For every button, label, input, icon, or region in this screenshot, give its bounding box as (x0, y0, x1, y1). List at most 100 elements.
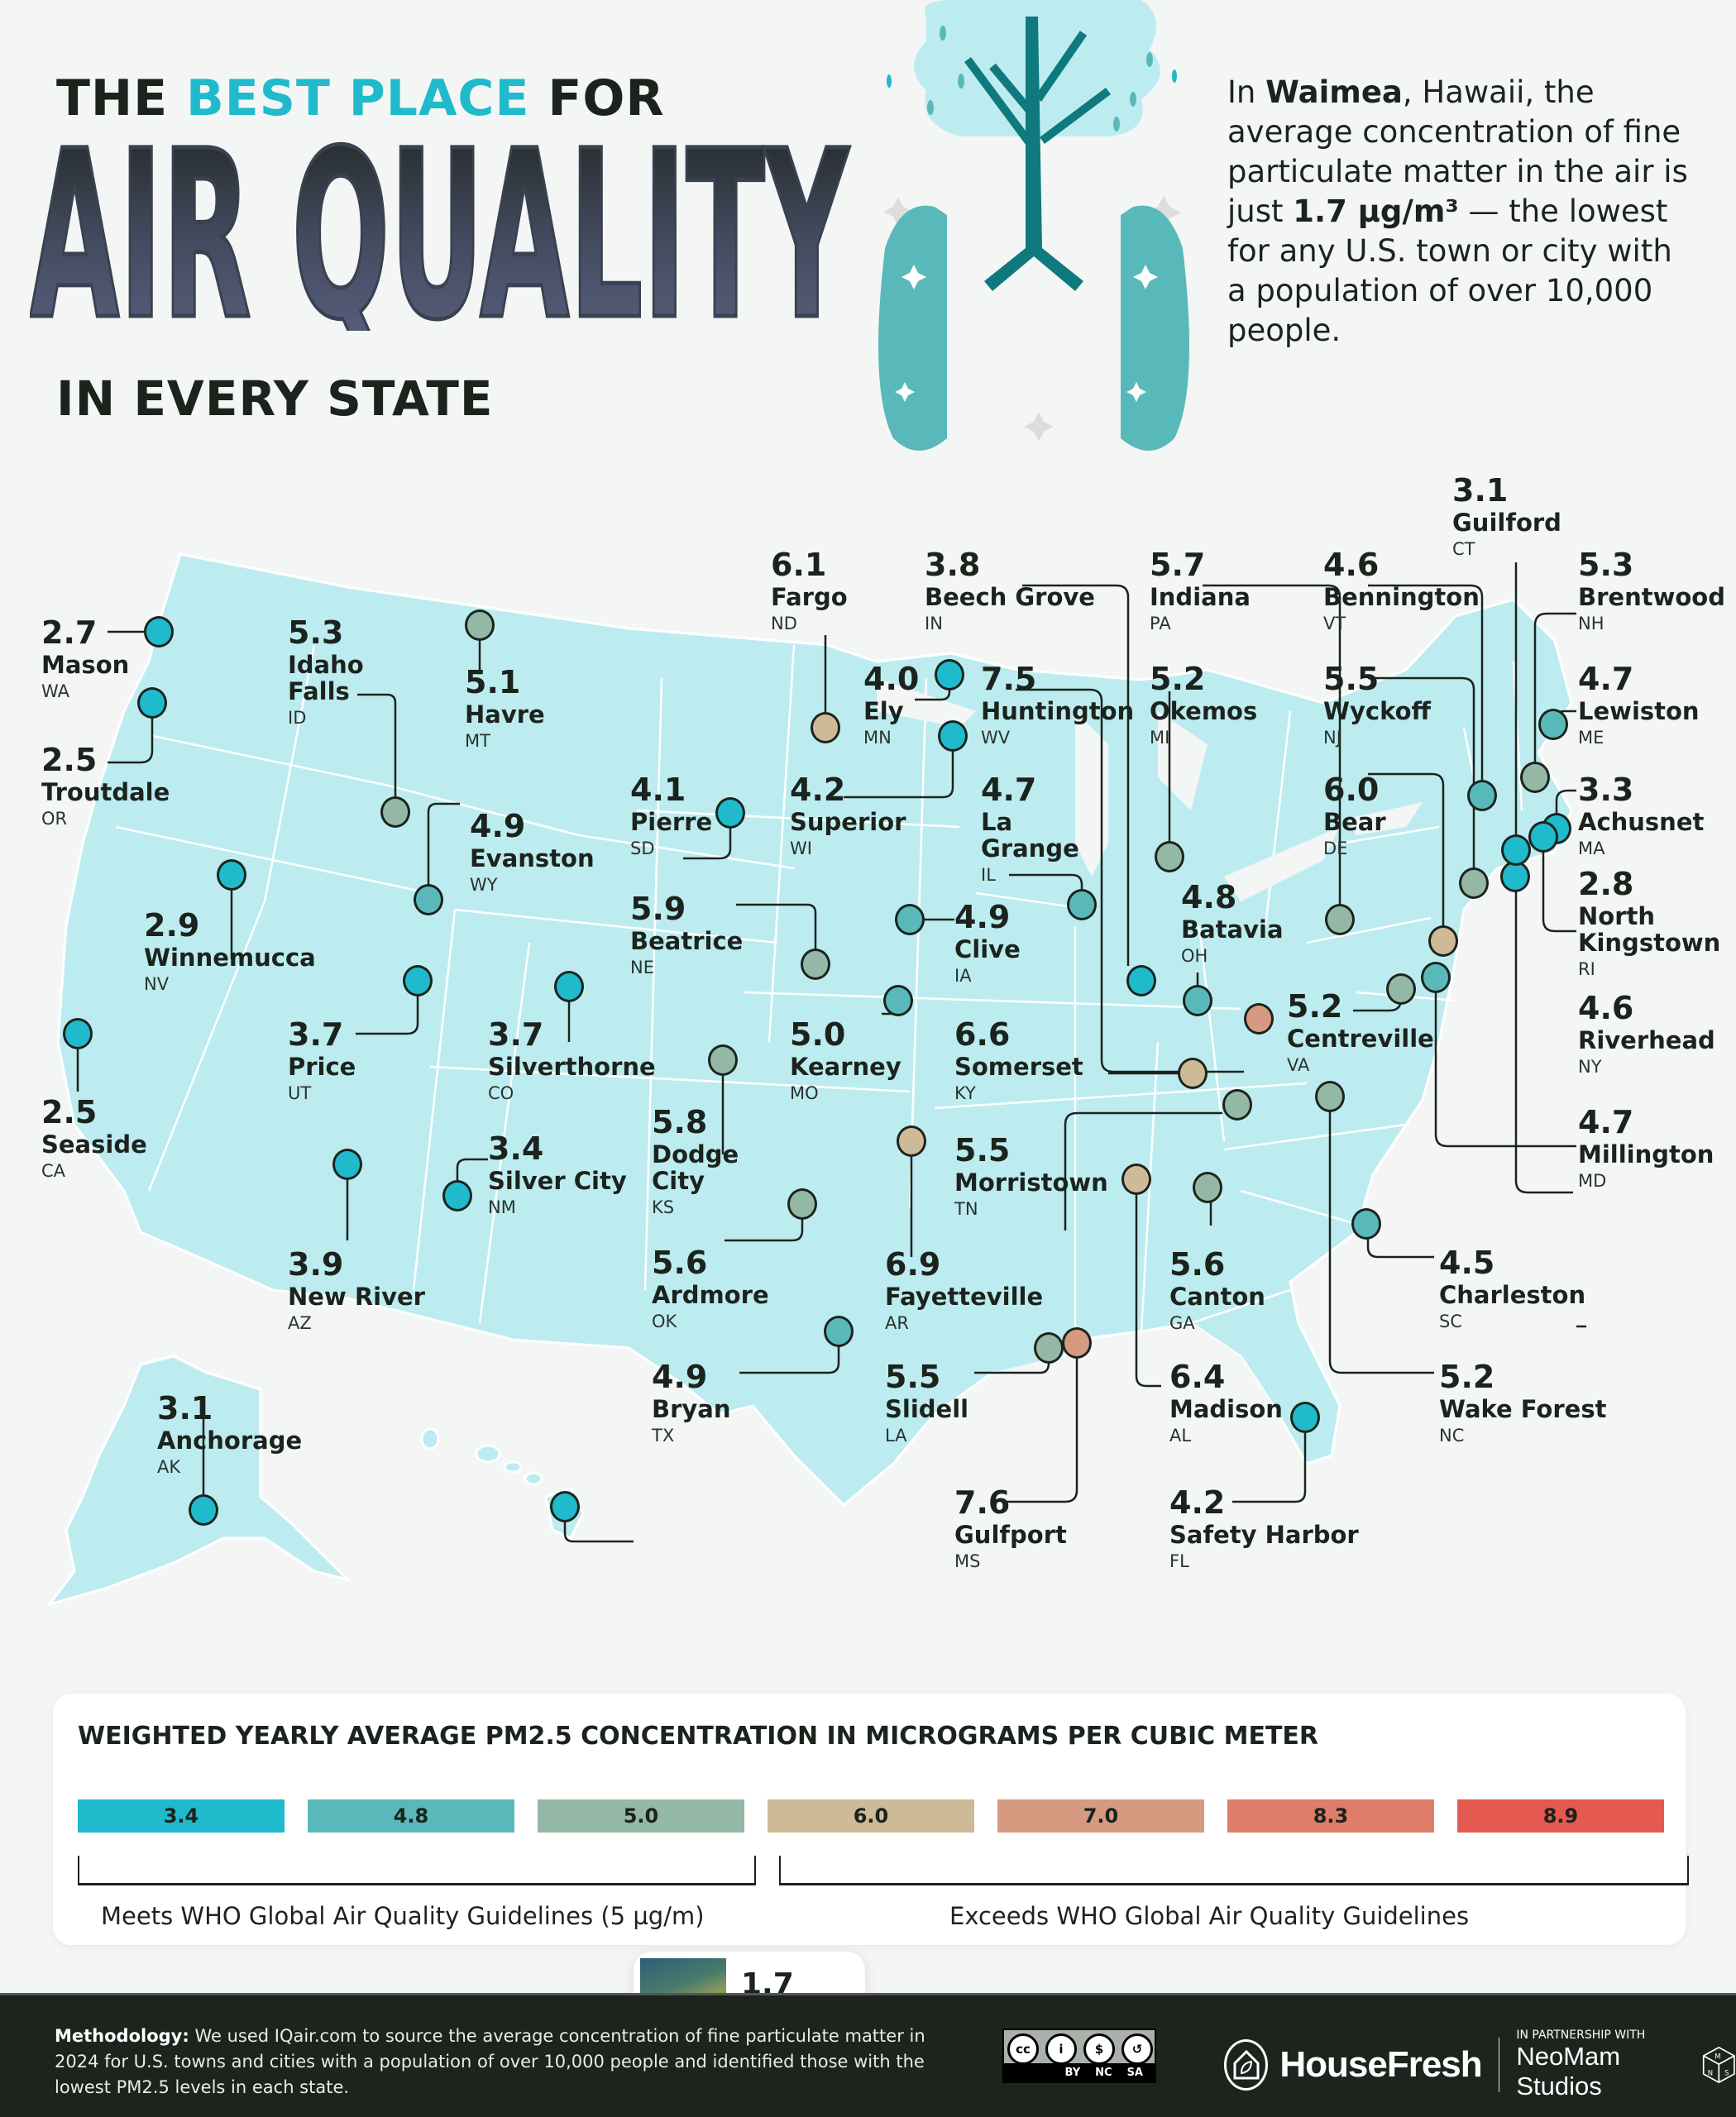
pm25-value: 4.6 (1578, 990, 1634, 1026)
map-pin-mt[interactable] (465, 609, 495, 641)
map-pin-sc[interactable] (1351, 1208, 1381, 1240)
map-pin-nh[interactable] (1520, 762, 1550, 793)
map-pin-ia[interactable] (895, 904, 925, 935)
state-code: ND (771, 614, 797, 633)
housefresh-brand[interactable]: HouseFresh IN PARTNERSHIP WITH NeoMam St… (1224, 2029, 1736, 2101)
state-code: NV (144, 974, 170, 994)
map-pin-il[interactable] (1067, 889, 1097, 920)
state-code: ID (288, 708, 307, 728)
city-label-ma: 3.3 Achusnet MA (1578, 774, 1704, 858)
map-pin-fl[interactable] (1290, 1402, 1320, 1433)
pm25-value: 3.1 (157, 1390, 213, 1426)
pm25-value: 5.6 (652, 1245, 708, 1281)
city-label-md: 4.7 Millington MD (1578, 1106, 1714, 1190)
map-pin-nj[interactable] (1459, 867, 1489, 899)
map-pin-tx[interactable] (824, 1316, 854, 1347)
map-pin-ga[interactable] (1193, 1172, 1222, 1203)
map-pin-sd[interactable] (715, 797, 745, 829)
map-pin-nv[interactable] (217, 859, 246, 891)
map-pin-in[interactable] (1126, 965, 1156, 996)
meets-bracket (78, 1856, 756, 1885)
map-pin-vt[interactable] (1467, 780, 1497, 811)
map-pin-ok[interactable] (787, 1188, 817, 1220)
state-code: MO (790, 1083, 819, 1103)
city-label-mi: 5.2 Okemos MI (1150, 663, 1257, 747)
city-name: Centreville (1287, 1025, 1434, 1053)
title-line-3: IN EVERY STATE (56, 370, 494, 427)
map-pin-tn[interactable] (1222, 1089, 1252, 1121)
pm25-value: 6.4 (1169, 1359, 1226, 1395)
map-pin-ks[interactable] (708, 1044, 738, 1076)
city-name: Safety Harbor (1169, 1521, 1359, 1549)
map-pin-id[interactable] (380, 796, 410, 828)
map-pin-ky[interactable] (1178, 1058, 1208, 1089)
pm25-value: 4.8 (1181, 879, 1237, 915)
legend-swatch-6-0: 6.0 (768, 1799, 974, 1833)
pm25-value: 4.9 (954, 899, 1011, 935)
city-label-ne: 5.9 Beatrice NE (630, 893, 743, 977)
state-code: KY (954, 1083, 976, 1103)
map-pin-ri[interactable] (1528, 821, 1558, 853)
map-pin-ms[interactable] (1062, 1327, 1092, 1359)
map-pin-md[interactable] (1421, 962, 1451, 993)
state-code: SD (630, 839, 655, 858)
map-pin-la[interactable] (1034, 1332, 1064, 1364)
map-pin-me[interactable] (1538, 709, 1568, 740)
map-pin-ca[interactable] (63, 1018, 93, 1049)
state-code: MN (863, 728, 892, 748)
map-pin-nm[interactable] (442, 1180, 472, 1211)
city-name: Madison (1169, 1395, 1283, 1423)
city-name: Mason (41, 651, 130, 679)
state-code: SC (1439, 1312, 1462, 1331)
map-pin-al[interactable] (1121, 1164, 1151, 1195)
city-label-ga: 5.6 Canton GA (1169, 1249, 1265, 1332)
city-name: Idaho Falls (288, 651, 364, 705)
city-name: Somerset (954, 1053, 1083, 1081)
map-pin-de[interactable] (1428, 925, 1458, 957)
creative-commons-badge[interactable]: cc i $ ↺ BY NC SA (1002, 2029, 1156, 2083)
map-pin-az[interactable] (332, 1149, 362, 1180)
map-pin-oh[interactable] (1183, 985, 1212, 1016)
map-pin-mo[interactable] (883, 985, 913, 1016)
map-pin-wy[interactable] (414, 884, 443, 915)
legend-title: WEIGHTED YEARLY AVERAGE PM2.5 CONCENTRAT… (78, 1722, 1318, 1751)
city-name: La Grange (981, 808, 1079, 863)
map-pin-nc[interactable] (1315, 1081, 1345, 1112)
map-pin-ut[interactable] (403, 965, 433, 996)
map-pin-pa[interactable] (1325, 904, 1355, 935)
intro-text: In Waimea, Hawaii, the average concentra… (1227, 74, 1688, 348)
city-label-va: 5.2 Centreville VA (1287, 991, 1434, 1074)
map-pin-mi[interactable] (1155, 841, 1184, 872)
pm25-value: 4.1 (630, 772, 686, 808)
city-name: Superior (790, 808, 906, 836)
city-name: Canton (1169, 1283, 1265, 1311)
map-pin-ct[interactable] (1501, 834, 1531, 866)
state-code: GA (1169, 1313, 1195, 1333)
state-code: CA (41, 1161, 66, 1181)
pm25-value: 6.1 (771, 547, 827, 583)
city-name: Dodge City (652, 1140, 739, 1195)
pm25-value: 5.6 (1169, 1246, 1226, 1283)
map-pin-ne[interactable] (801, 949, 830, 980)
city-name: Seaside (41, 1130, 147, 1159)
map-pin-wv[interactable] (1244, 1003, 1274, 1035)
map-pin-hi[interactable] (550, 1491, 580, 1522)
pm25-value: 5.9 (630, 891, 686, 927)
map-pin-wi[interactable] (938, 720, 968, 752)
state-code: NM (488, 1197, 516, 1217)
pm25-value: 4.0 (863, 661, 920, 697)
state-code: NE (630, 958, 654, 977)
state-borders (115, 644, 1523, 1332)
city-label-nd: 6.1 Fargo ND (771, 549, 848, 633)
map-pin-nd[interactable] (811, 712, 840, 743)
map-pin-ak[interactable] (189, 1494, 218, 1526)
map-pin-mn[interactable] (935, 659, 964, 691)
pm25-value: 3.3 (1578, 772, 1634, 808)
map-pin-or[interactable] (137, 687, 167, 719)
map-pin-co[interactable] (554, 971, 584, 1002)
map-pin-va[interactable] (1386, 973, 1416, 1005)
city-label-mo: 5.0 Kearney MO (790, 1019, 901, 1102)
left-lung (878, 205, 947, 452)
map-pin-wa[interactable] (144, 616, 174, 648)
map-pin-ar[interactable] (897, 1125, 926, 1157)
